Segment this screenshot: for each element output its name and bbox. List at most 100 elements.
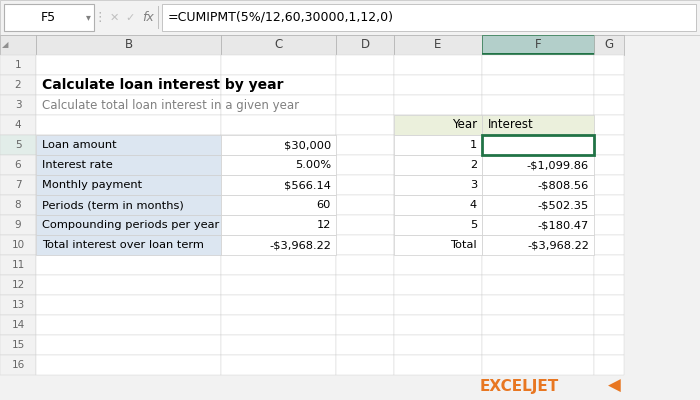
Text: B: B: [125, 38, 132, 52]
Bar: [221, 75, 336, 95]
Bar: [221, 175, 336, 195]
Bar: [0, 175, 36, 195]
Bar: [482, 115, 594, 135]
Bar: [482, 75, 594, 95]
Text: 7: 7: [15, 180, 21, 190]
Bar: [0, 335, 36, 355]
Text: -$3,968.22: -$3,968.22: [527, 240, 589, 250]
Bar: [221, 215, 336, 235]
Bar: [594, 175, 624, 195]
Text: 10: 10: [11, 240, 25, 250]
Text: -$1,099.86: -$1,099.86: [527, 160, 589, 170]
Bar: [482, 255, 594, 275]
Bar: [394, 235, 482, 255]
Bar: [336, 255, 394, 275]
Bar: [36, 155, 221, 175]
Bar: [4, 4, 94, 31]
Bar: [594, 55, 624, 75]
Bar: [394, 155, 482, 175]
Text: Compounding periods per year: Compounding periods per year: [42, 220, 219, 230]
Bar: [394, 355, 482, 375]
Text: 4: 4: [15, 120, 21, 130]
Bar: [394, 155, 482, 175]
Bar: [336, 215, 394, 235]
Bar: [394, 175, 482, 195]
Text: -$180.47: -$180.47: [538, 220, 589, 230]
Text: Loan amount: Loan amount: [42, 140, 117, 150]
Bar: [394, 175, 482, 195]
Text: Monthly payment: Monthly payment: [42, 180, 142, 190]
Bar: [36, 95, 221, 115]
Bar: [36, 155, 221, 175]
Bar: [221, 235, 336, 255]
Bar: [336, 295, 394, 315]
Text: 15: 15: [11, 340, 25, 350]
Bar: [336, 75, 394, 95]
Text: Interest: Interest: [488, 118, 533, 132]
Bar: [594, 155, 624, 175]
Bar: [221, 175, 336, 195]
Bar: [594, 295, 624, 315]
Bar: [394, 115, 482, 135]
Bar: [594, 135, 624, 155]
Text: Calculate total loan interest in a given year: Calculate total loan interest in a given…: [42, 98, 299, 112]
Bar: [594, 35, 624, 55]
Bar: [394, 195, 482, 215]
Bar: [594, 315, 624, 335]
Bar: [482, 315, 594, 335]
Text: -$1,376.99: -$1,376.99: [527, 140, 589, 150]
Bar: [0, 35, 36, 55]
Bar: [336, 335, 394, 355]
Bar: [594, 215, 624, 235]
Bar: [336, 55, 394, 75]
Bar: [482, 35, 594, 55]
Bar: [336, 235, 394, 255]
Bar: [221, 215, 336, 235]
Bar: [221, 275, 336, 295]
Text: G: G: [604, 38, 614, 52]
Bar: [221, 195, 336, 215]
Bar: [0, 315, 36, 335]
Bar: [394, 295, 482, 315]
Text: 4: 4: [470, 200, 477, 210]
Text: =CUMIPMT(5%/12,60,30000,1,12,0): =CUMIPMT(5%/12,60,30000,1,12,0): [168, 11, 394, 24]
Bar: [336, 275, 394, 295]
Bar: [221, 155, 336, 175]
Bar: [36, 315, 221, 335]
Text: 12: 12: [316, 220, 331, 230]
Text: C: C: [274, 38, 283, 52]
Bar: [221, 355, 336, 375]
Text: -$502.35: -$502.35: [538, 200, 589, 210]
Bar: [221, 35, 336, 55]
Bar: [482, 195, 594, 215]
Bar: [336, 135, 394, 155]
Bar: [594, 75, 624, 95]
Bar: [482, 95, 594, 115]
Bar: [482, 175, 594, 195]
Bar: [0, 255, 36, 275]
Bar: [482, 235, 594, 255]
Bar: [594, 195, 624, 215]
Text: ⋮: ⋮: [94, 11, 106, 24]
Bar: [394, 195, 482, 215]
Bar: [162, 4, 696, 31]
Bar: [0, 0, 700, 35]
Bar: [594, 255, 624, 275]
Bar: [221, 235, 336, 255]
Bar: [336, 155, 394, 175]
Bar: [36, 195, 221, 215]
Bar: [0, 135, 36, 155]
Bar: [336, 35, 394, 55]
Text: E: E: [434, 38, 442, 52]
Bar: [36, 215, 221, 235]
Bar: [221, 315, 336, 335]
Bar: [482, 275, 594, 295]
Bar: [36, 175, 221, 195]
Bar: [0, 115, 36, 135]
Bar: [36, 215, 221, 235]
Text: 60: 60: [316, 200, 331, 210]
Bar: [482, 53, 594, 55]
Bar: [336, 315, 394, 335]
Bar: [221, 255, 336, 275]
Bar: [36, 55, 221, 75]
